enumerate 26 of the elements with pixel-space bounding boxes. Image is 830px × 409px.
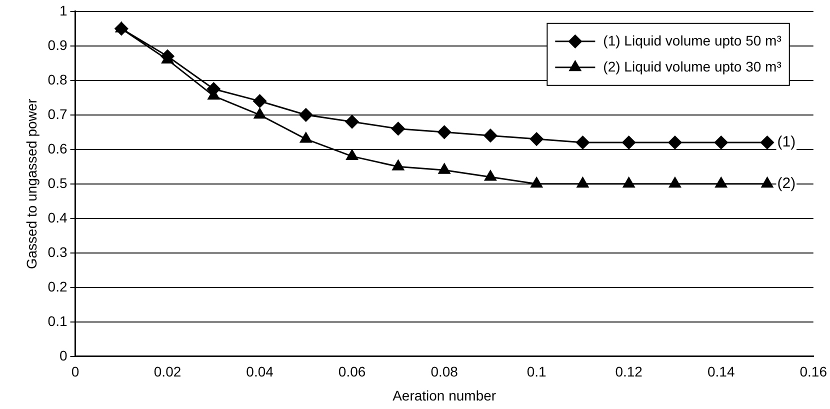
x-tick-label: 0.1 [526, 364, 547, 380]
y-tick-label: 0.6 [48, 140, 68, 156]
annotation: (2) [777, 175, 796, 192]
x-tick-label: 0.08 [430, 364, 458, 380]
y-tick-label: 0.9 [48, 36, 68, 53]
y-tick-label: 0.8 [48, 71, 68, 88]
y-axis-title: Gassed to ungassed power [23, 98, 40, 270]
x-tick-label: 0.04 [246, 364, 274, 380]
legend-label: (2) Liquid volume upto 30 m³ [603, 58, 782, 74]
x-tick-label: 0.06 [338, 364, 366, 380]
x-axis-title: Aeration number [392, 387, 496, 404]
annotation: (1) [777, 134, 796, 151]
y-tick-label: 0.5 [48, 174, 68, 191]
x-tick-label: 0.14 [707, 364, 735, 380]
x-tick-label: 0.12 [615, 364, 643, 380]
y-tick-label: 1 [59, 2, 68, 18]
x-tick-label: 0.02 [154, 364, 182, 380]
x-tick-label: 0 [71, 364, 80, 380]
y-tick-label: 0.4 [48, 209, 68, 226]
y-tick-label: 0.3 [48, 244, 68, 260]
legend-label: (1) Liquid volume upto 50 m³ [603, 32, 782, 48]
y-tick-label: 0 [59, 347, 68, 364]
y-tick-label: 0.2 [48, 278, 68, 294]
y-tick-label: 0.7 [48, 106, 68, 122]
x-tick-label: 0.16 [800, 364, 828, 380]
y-tick-label: 0.1 [48, 312, 68, 329]
